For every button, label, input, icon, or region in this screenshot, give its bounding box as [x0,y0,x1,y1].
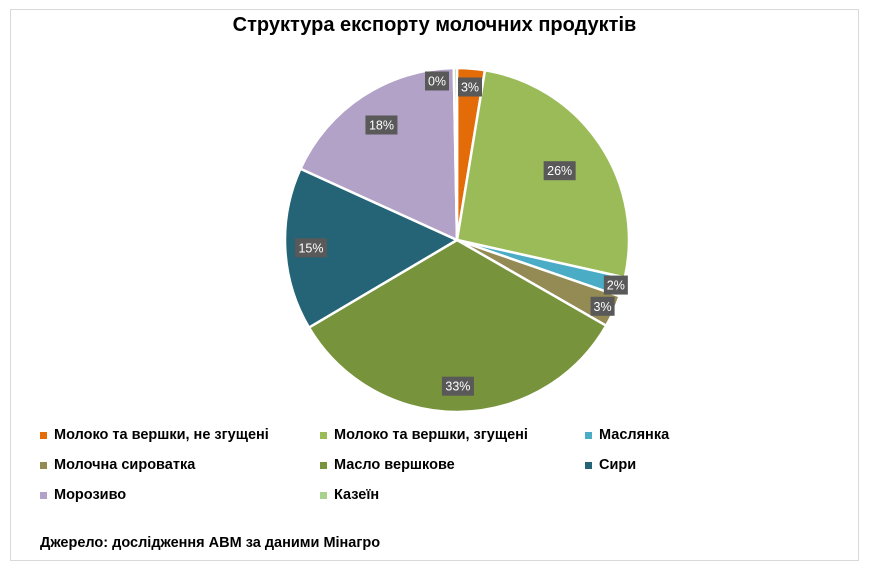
legend-item-4: Масло вершкове [320,457,455,473]
data-label-box-7 [425,71,449,91]
data-label-7: 0% [425,71,449,91]
legend-label-6: Морозиво [54,487,127,503]
legend-item-5: Сири [585,457,636,473]
legend-label-0: Молоко та вершки, не згущені [54,427,269,443]
pie-slice-7 [452,66,459,241]
legend-swatch-6 [40,491,47,499]
source-note: Джерело: дослідження АВМ за даними Мінаг… [40,535,381,551]
data-label-2: 2% [603,275,628,295]
data-label-box-2 [603,275,628,295]
legend-swatch-2 [585,431,592,439]
legend-swatch-0 [40,431,47,439]
data-label-0: 3% [458,77,482,97]
data-label-1: 26% [543,161,576,181]
legend-label-7: Казеїн [334,487,380,503]
data-label-box-0 [458,77,482,97]
pie-slice-4 [307,238,608,414]
legend-swatch-3 [40,461,47,469]
legend-label-5: Сири [599,457,637,473]
data-label-box-5 [295,238,328,258]
legend-item-3: Молочна сироватка [40,457,195,473]
legend-item-0: Молоко та вершки, не згущені [40,427,269,443]
legend-label-2: Маслянка [599,427,670,443]
data-label-text-0: 3% [461,81,479,95]
data-label-text-4: 33% [445,380,470,394]
pie-slice-1 [455,68,631,280]
legend-swatch-5 [585,461,592,469]
data-label-text-5: 15% [298,241,323,255]
legend-item-7: Казеїн [320,487,379,503]
legend-item-1: Молоко та вершки, згущені [320,427,528,443]
data-label-3: 3% [590,296,615,316]
pie-slice-5 [283,167,460,330]
legend-label-4: Масло вершкове [334,457,455,473]
data-label-6: 18% [365,115,398,135]
data-label-text-7: 0% [428,75,446,89]
data-label-box-4 [441,376,474,396]
data-label-box-6 [365,115,398,135]
data-label-4: 33% [441,376,474,396]
data-label-box-1 [543,161,576,181]
legend-swatch-7 [320,491,327,499]
legend-swatch-1 [320,431,327,439]
data-label-text-3: 3% [594,300,612,314]
pie-slice-6 [298,66,459,242]
data-label-text-6: 18% [369,118,394,132]
legend-swatch-4 [320,461,327,469]
legend-item-6: Морозиво [40,487,126,503]
chart-title: Структура експорту молочних продуктів [232,14,637,36]
legend-label-3: Молочна сироватка [54,457,196,473]
data-label-text-1: 26% [547,164,572,178]
legend-item-2: Маслянка [585,427,669,443]
data-label-text-2: 2% [607,279,625,293]
data-label-box-3 [590,296,615,316]
legend-label-1: Молоко та вершки, згущені [334,427,528,443]
data-label-5: 15% [295,238,328,258]
